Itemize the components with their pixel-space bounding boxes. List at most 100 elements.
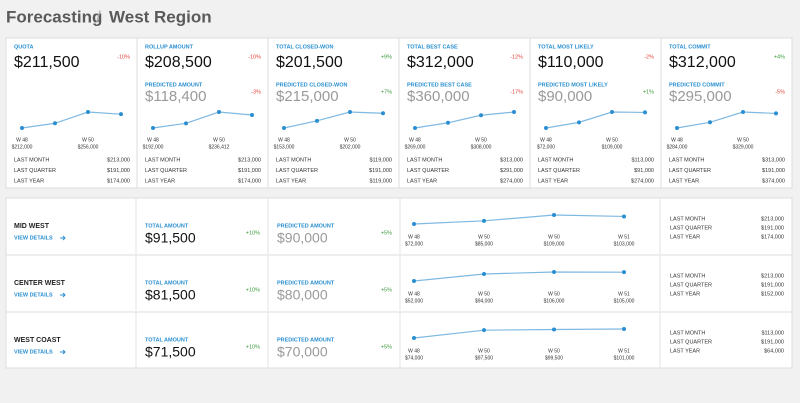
- card-label: TOTAL MOST LIKELY: [538, 44, 594, 50]
- predicted-label: PREDICTED COMMIT: [669, 82, 725, 88]
- stat-label: LAST QUARTER: [669, 168, 711, 174]
- trend-point: [675, 126, 679, 130]
- trend-label: W 50: [344, 137, 356, 143]
- trend-point: [479, 113, 483, 118]
- trend-value: $99,500: [545, 355, 563, 361]
- view-details[interactable]: VIEW DETAILS: [14, 235, 53, 241]
- predicted-value: $70,000: [277, 344, 328, 360]
- stat-value: $213,000: [761, 216, 784, 222]
- stat-label: LAST YEAR: [407, 178, 437, 184]
- predicted-change: +7%: [381, 89, 392, 95]
- predicted-value: $118,400: [145, 88, 206, 105]
- predicted-label: PREDICTED BEST CASE: [407, 82, 472, 88]
- region-name: WEST COAST: [14, 337, 61, 344]
- trend-line: [283, 111, 384, 129]
- total-label: TOTAL AMOUNT: [145, 223, 189, 229]
- trend-label: W 48: [540, 137, 552, 143]
- trend-label: W 51: [618, 291, 630, 297]
- card-change: +4%: [774, 54, 785, 60]
- stat-value: $213,000: [761, 273, 784, 279]
- trend-point: [774, 111, 778, 116]
- card-value: $201,500: [276, 54, 343, 71]
- view-details[interactable]: VIEW DETAILS: [14, 349, 53, 355]
- trend-label: W 48: [16, 137, 28, 143]
- stat-value: $113,000: [631, 157, 654, 163]
- stat-label: LAST MONTH: [670, 216, 705, 222]
- trend-point: [250, 113, 254, 118]
- stat-value: $291,000: [500, 168, 523, 174]
- trend-label: W 51: [618, 348, 630, 354]
- stat-value: $191,000: [107, 168, 130, 174]
- trend-label: W 48: [408, 348, 420, 354]
- stat-label: LAST YEAR: [276, 178, 306, 184]
- predicted-change: -17%: [510, 89, 523, 95]
- card-label: ROLLUP AMOUNT: [145, 44, 194, 50]
- stat-label: LAST QUARTER: [276, 168, 318, 174]
- trend-point: [20, 126, 24, 130]
- trend-point: [151, 126, 155, 130]
- predicted-label: PREDICTED AMOUNT: [277, 337, 335, 343]
- trend-value: $94,000: [475, 298, 493, 304]
- trend-point: [282, 126, 286, 130]
- trend-label: W 48: [278, 137, 290, 143]
- total-change: +10%: [246, 344, 260, 350]
- total-value: $91,500: [145, 230, 196, 246]
- trend-point: [708, 120, 712, 125]
- trend-point: [315, 118, 319, 123]
- stat-label: LAST MONTH: [670, 330, 705, 336]
- card-change: +9%: [381, 54, 392, 60]
- total-value: $71,500: [145, 344, 196, 360]
- stat-value: $374,000: [762, 178, 785, 184]
- trend-label: W 50: [82, 137, 94, 143]
- trend-point: [482, 328, 486, 333]
- trend-value: $329,000: [733, 144, 754, 150]
- view-details[interactable]: VIEW DETAILS: [14, 292, 53, 298]
- trend-point: [552, 213, 556, 217]
- stat-label: LAST YEAR: [670, 234, 700, 240]
- trend-label: W 51: [618, 234, 630, 240]
- stat-value: $274,000: [500, 178, 523, 184]
- stat-value: $191,000: [761, 339, 784, 345]
- predicted-change: +1%: [643, 89, 654, 95]
- stat-value: $274,000: [631, 178, 654, 184]
- trend-point: [643, 110, 647, 115]
- stat-label: LAST YEAR: [670, 348, 700, 354]
- stat-value: $191,000: [762, 168, 785, 174]
- region-name: MID WEST: [14, 223, 50, 230]
- trend-value: $236,412: [209, 144, 230, 150]
- trend-value: $106,000: [544, 298, 565, 304]
- predicted-change: +5%: [381, 344, 392, 350]
- card-value: $312,000: [669, 54, 736, 71]
- total-label: TOTAL AMOUNT: [145, 280, 189, 286]
- stat-value: $174,000: [107, 178, 130, 184]
- trend-point: [412, 279, 416, 283]
- trend-value: $109,000: [544, 241, 565, 247]
- trend-point: [413, 126, 417, 130]
- stat-value: $64,000: [764, 348, 784, 354]
- stat-value: $174,000: [761, 234, 784, 240]
- trend-point: [512, 110, 516, 114]
- stat-label: LAST MONTH: [669, 157, 704, 163]
- trend-value: $105,000: [614, 298, 635, 304]
- trend-value: $256,000: [78, 144, 99, 150]
- trend-line: [21, 111, 122, 129]
- stat-label: LAST MONTH: [145, 157, 180, 163]
- trend-value: $72,000: [537, 144, 555, 150]
- predicted-change: -5%: [775, 89, 785, 95]
- stat-label: LAST QUARTER: [670, 225, 712, 231]
- region-name: CENTER WEST: [14, 280, 66, 287]
- trend-point: [741, 110, 745, 114]
- stat-value: $313,000: [500, 157, 523, 163]
- stat-value: $119,000: [369, 157, 392, 163]
- trend-label: W 48: [409, 137, 421, 143]
- trend-point: [610, 110, 614, 114]
- stat-label: LAST QUARTER: [538, 168, 580, 174]
- trend-point: [622, 214, 626, 219]
- trend-point: [381, 111, 385, 116]
- predicted-change: +5%: [381, 287, 392, 293]
- trend-point: [53, 121, 57, 126]
- trend-point: [552, 270, 556, 274]
- predicted-label: PREDICTED CLOSED-WON: [276, 82, 348, 88]
- trend-point: [482, 272, 486, 276]
